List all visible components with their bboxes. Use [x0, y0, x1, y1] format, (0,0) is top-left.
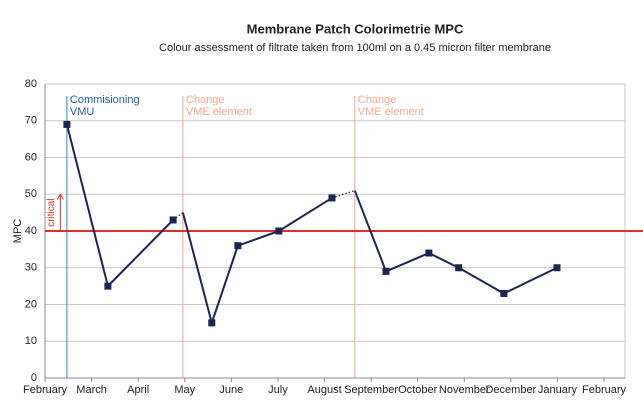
x-tick-label: February [582, 384, 627, 396]
chart-title: Membrane Patch Colorimetrie MPC [247, 21, 464, 36]
data-point [455, 264, 463, 272]
y-tick-label: 50 [25, 188, 37, 200]
data-point [63, 120, 71, 128]
y-tick-label: 40 [25, 225, 37, 237]
x-tick-label: January [538, 384, 578, 396]
x-tick-label: October [398, 384, 437, 396]
x-tick-label: August [307, 384, 341, 396]
data-point [208, 319, 216, 327]
event-label: VMU [70, 106, 95, 118]
chart-subtitle: Colour assessment of filtrate taken from… [159, 42, 551, 54]
data-point [382, 267, 390, 275]
data-point [425, 249, 433, 257]
data-point [169, 216, 177, 224]
event-label: Change [186, 94, 225, 106]
dotted-line [172, 189, 355, 221]
y-tick-label: 80 [25, 78, 37, 90]
data-point [275, 227, 283, 235]
x-tick-label: May [174, 384, 195, 396]
y-axis-label: MPC [12, 219, 24, 244]
y-tick-label: 30 [25, 262, 37, 274]
event-label: Change [358, 94, 397, 106]
x-tick-label: November [439, 384, 490, 396]
y-tick-label: 0 [31, 372, 37, 384]
threshold-label: critical [46, 198, 57, 226]
threshold-arrowhead [56, 193, 64, 200]
x-tick-label: April [127, 384, 149, 396]
x-tick-label: September [344, 384, 398, 396]
data-line [65, 124, 558, 324]
x-tick-label: February [23, 384, 68, 396]
y-tick-label: 10 [25, 335, 37, 347]
x-tick-label: March [76, 384, 107, 396]
y-tick-label: 20 [25, 298, 37, 310]
data-point [328, 194, 336, 202]
x-tick-label: June [219, 384, 243, 396]
y-tick-label: 70 [25, 115, 37, 127]
data-point [104, 282, 112, 290]
x-tick-label: July [268, 384, 288, 396]
y-tick-label: 60 [25, 151, 37, 163]
data-point [234, 242, 242, 250]
event-label: VME element [186, 106, 252, 118]
x-tick-label: December [485, 384, 536, 396]
data-point [500, 289, 508, 297]
data-point [553, 264, 561, 272]
event-label: Commisioning [70, 94, 140, 106]
event-label: VME element [358, 106, 424, 118]
